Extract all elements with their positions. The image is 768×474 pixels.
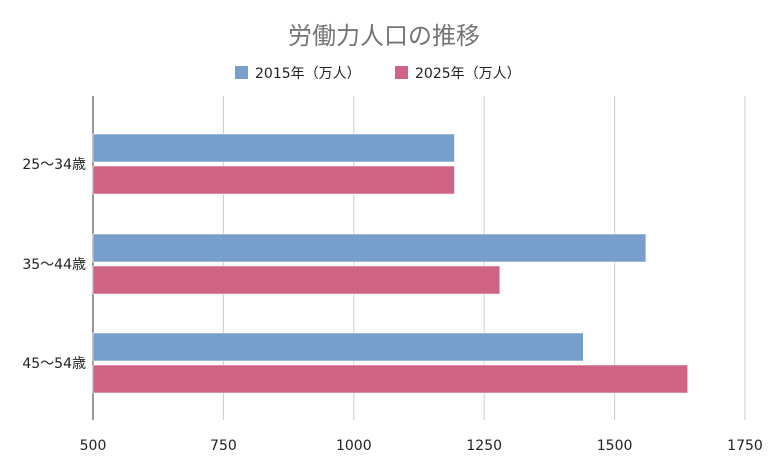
bar-series-2	[92, 165, 455, 195]
legend-swatch	[395, 66, 408, 79]
y-category-label: 35〜44歳	[22, 257, 86, 273]
x-tick-label: 1000	[336, 438, 372, 454]
chart-title: 労働力人口の推移	[288, 22, 480, 50]
x-tick-label: 500	[80, 438, 107, 454]
bar-series-1	[92, 233, 647, 263]
bar-series-1	[92, 133, 455, 163]
x-tick-label: 1750	[727, 438, 763, 454]
legend-label: 2015年（万人）	[255, 66, 361, 82]
y-category-label: 25〜34歳	[22, 157, 86, 173]
x-tick-label: 1500	[597, 438, 633, 454]
bar-series-1	[92, 332, 584, 362]
bar-series-2	[92, 265, 501, 295]
x-tick-label: 750	[210, 438, 237, 454]
bar-series-2	[92, 364, 688, 394]
y-axis-labels: 25〜34歳 35〜44歳 45〜54歳	[22, 157, 86, 372]
x-tick-label: 1250	[466, 438, 502, 454]
legend-label: 2025年（万人）	[415, 66, 521, 82]
legend: 2015年（万人） 2025年（万人）	[235, 66, 521, 82]
y-category-label: 45〜54歳	[22, 356, 86, 372]
legend-swatch	[235, 66, 248, 79]
x-axis-labels: 500 750 1000 1250 1500 1750	[80, 438, 763, 454]
bars	[92, 133, 688, 394]
